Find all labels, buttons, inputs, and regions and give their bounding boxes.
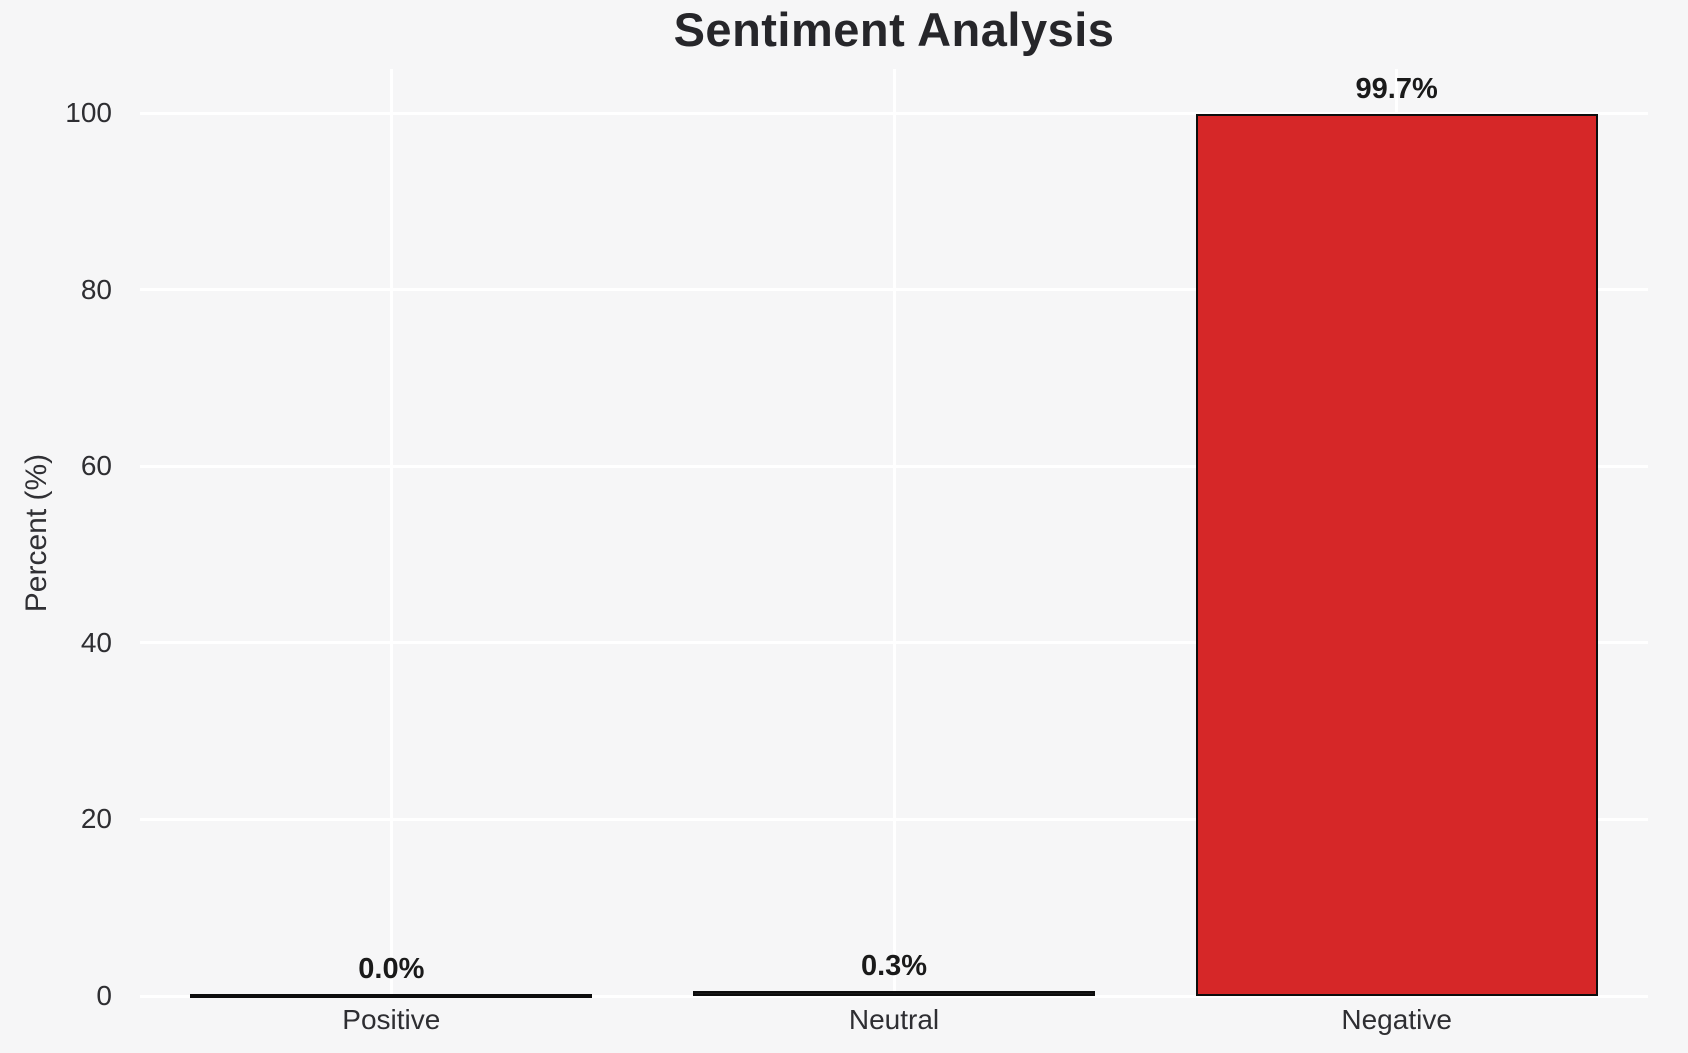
bar-positive: [190, 994, 593, 998]
y-tick-label-60: 60: [80, 450, 112, 482]
gridline-h-0: [140, 994, 1648, 998]
bar-value-label-positive: 0.0%: [358, 953, 425, 985]
x-tick-label-positive: Positive: [342, 1004, 441, 1035]
chart-title: Sentiment Analysis: [673, 3, 1115, 56]
bar-neutral: [692, 991, 1096, 996]
y-tick-label-100: 100: [65, 97, 112, 128]
bar-value-label-negative: 99.7%: [1355, 72, 1438, 105]
gridline-v-positive: [389, 69, 393, 996]
bar-negative: [1195, 113, 1598, 996]
x-tick-label-negative: Negative: [1341, 1004, 1452, 1035]
y-tick-label-40: 40: [80, 626, 112, 658]
y-tick-label-20: 20: [80, 803, 112, 835]
gridline-v-neutral: [892, 69, 896, 996]
y-tick-label-80: 80: [80, 273, 112, 305]
bar-value-label-neutral: 0.3%: [860, 950, 928, 983]
y-tick-label-0: 0: [96, 980, 112, 1011]
y-axis-label: Percent (%): [20, 453, 53, 613]
x-tick-label-neutral: Neutral: [848, 1004, 940, 1035]
